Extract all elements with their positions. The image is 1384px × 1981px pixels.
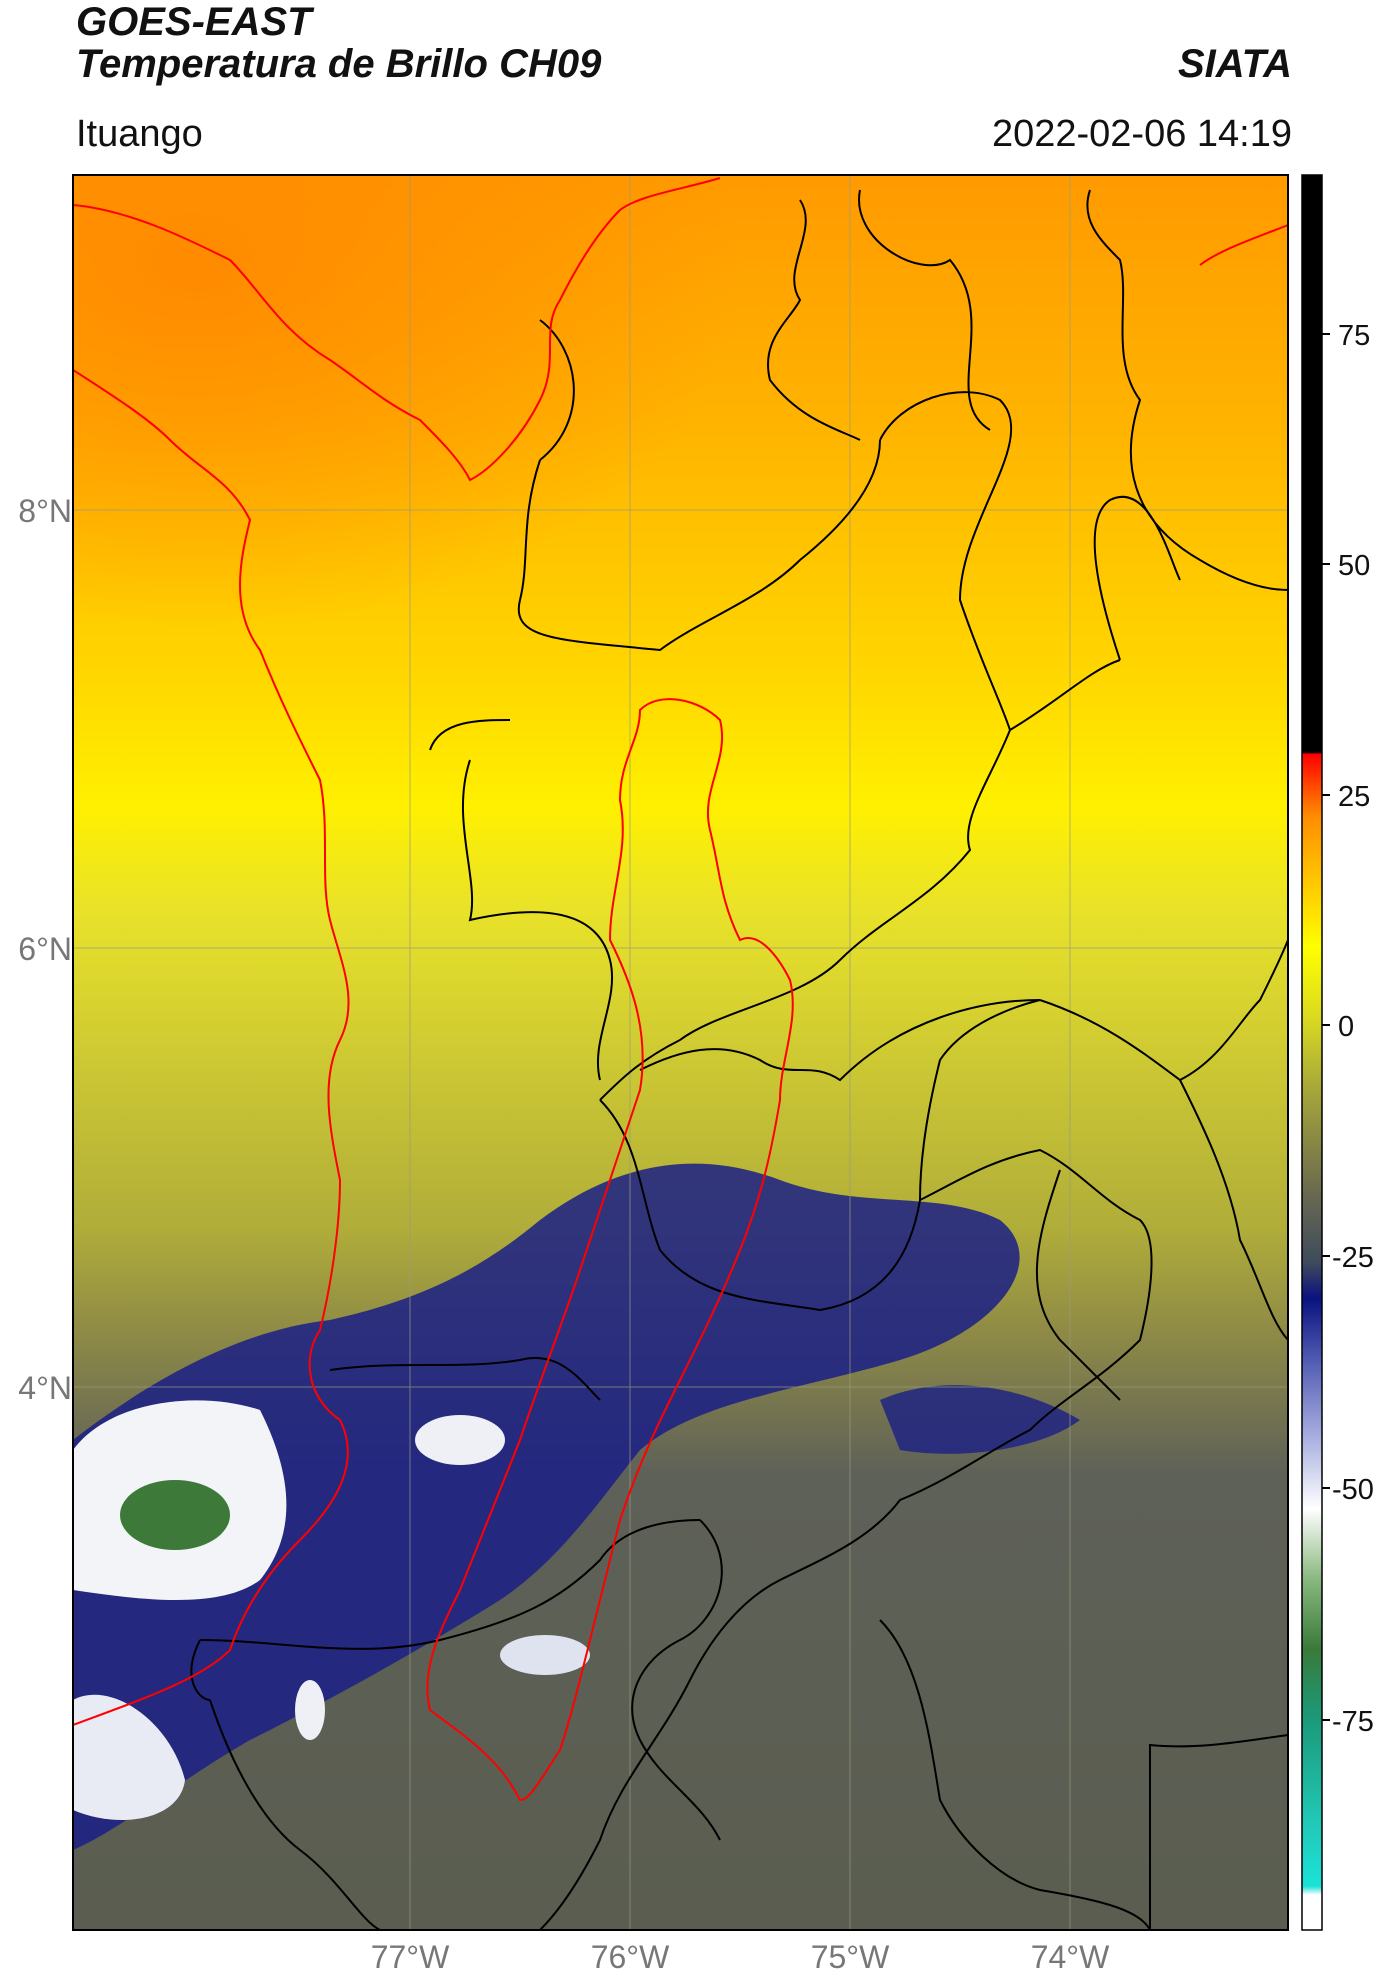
region-label: Ituango xyxy=(76,113,203,155)
lon-tick-label: 76°W xyxy=(591,1939,670,1975)
gridlines xyxy=(73,175,1288,1930)
coastline xyxy=(73,177,1288,1726)
lat-tick-label: 8°N xyxy=(18,493,72,529)
colorbar-tick-label: 0 xyxy=(1338,1011,1354,1043)
lat-tick-label: 6°N xyxy=(18,931,72,967)
cold-core-central xyxy=(415,1415,505,1465)
colorbar: 75 50 25 0 -25 -50 -75 xyxy=(1301,174,1374,1931)
colorbar-tick-label: -50 xyxy=(1332,1474,1374,1506)
lon-tick-label: 77°W xyxy=(371,1939,450,1975)
colorbar-tick-label: 50 xyxy=(1338,550,1370,582)
cold-core-small xyxy=(295,1680,325,1740)
lon-tick-label: 74°W xyxy=(1031,1939,1110,1975)
lon-tick-label: 75°W xyxy=(811,1939,890,1975)
title-line-2: Temperatura de Brillo CH09 xyxy=(76,42,602,86)
colorbar-tick-label: 25 xyxy=(1338,781,1370,813)
title-line-1: GOES-EAST xyxy=(76,0,312,44)
latitude-ticks: 8°N 6°N 4°N xyxy=(18,493,72,1406)
admin-borders xyxy=(190,189,1288,1930)
datetime-label: 2022-02-06 14:19 xyxy=(991,113,1292,155)
lat-tick-label: 4°N xyxy=(18,1370,72,1406)
cold-cloud-band xyxy=(73,1163,1020,1850)
colorbar-gradient xyxy=(1302,175,1322,1930)
ituango-basin-outline xyxy=(426,698,794,1802)
colorbar-tick-label: -75 xyxy=(1332,1706,1374,1738)
warm-region xyxy=(73,175,1288,975)
colorbar-ticks xyxy=(1322,333,1330,1721)
cold-core-south xyxy=(500,1635,590,1675)
map-frame xyxy=(72,174,1289,1931)
colorbar-tick-label: -25 xyxy=(1332,1242,1374,1274)
colorbar-tick-label: 75 xyxy=(1338,320,1370,352)
organization-label: SIATA xyxy=(1177,42,1292,86)
cold-core-southwest xyxy=(73,1694,185,1820)
map-field xyxy=(73,175,1288,1930)
cold-cloud-band-east xyxy=(880,1385,1080,1454)
longitude-ticks: 77°W 76°W 75°W 74°W xyxy=(371,1939,1110,1975)
colorbar-frame xyxy=(1301,174,1323,1931)
cold-core-green xyxy=(120,1480,230,1550)
